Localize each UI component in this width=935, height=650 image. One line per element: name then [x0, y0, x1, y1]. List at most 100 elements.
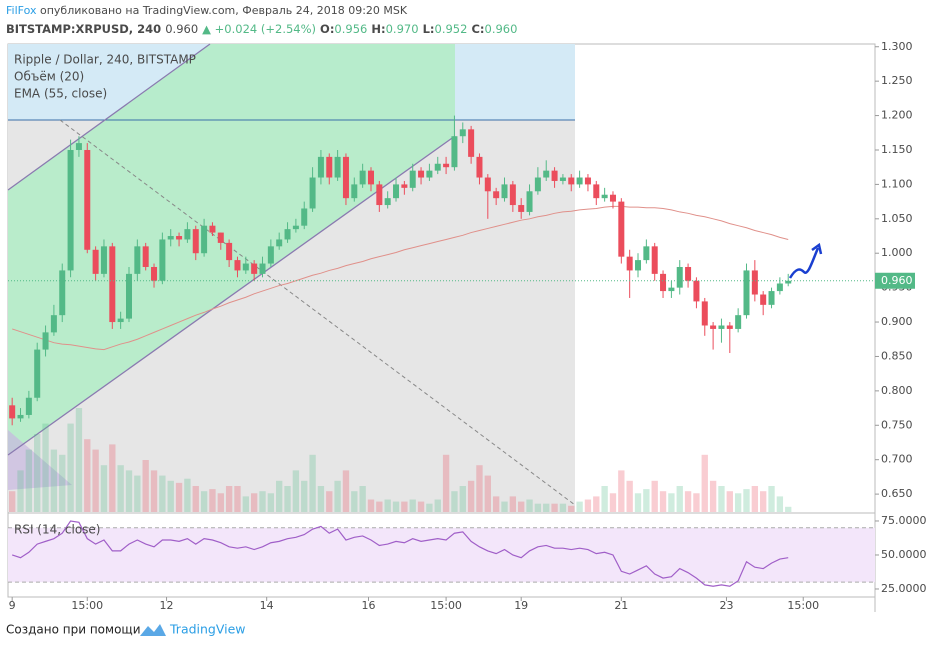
- volume-bar: [659, 491, 667, 512]
- volume-bar: [250, 493, 258, 512]
- plot: [8, 46, 879, 601]
- dashed-line: [59, 119, 576, 506]
- candle-body: [59, 270, 66, 316]
- volume-bar: [259, 491, 266, 512]
- candle-body: [693, 280, 700, 302]
- candle-body: [651, 246, 658, 274]
- volume-bar: [601, 486, 608, 512]
- volume-bar: [267, 493, 275, 512]
- volume-bar: [276, 480, 283, 512]
- candle-body: [660, 273, 667, 292]
- volume-bar: [84, 439, 91, 512]
- candle-body: [42, 332, 49, 350]
- candle-body: [134, 246, 141, 274]
- candle-body: [25, 397, 32, 415]
- volume-bar: [634, 493, 642, 512]
- candle-body: [609, 194, 616, 202]
- volume-bar: [25, 449, 33, 512]
- candle-body: [109, 246, 116, 323]
- volume-bar: [175, 482, 183, 512]
- candle-body: [9, 405, 16, 419]
- candle-body: [317, 156, 324, 178]
- volume-bar: [234, 486, 241, 512]
- volume-bar: [760, 491, 767, 512]
- y-tick-label: 0.650: [881, 487, 913, 500]
- q-value: 0.952: [435, 22, 468, 36]
- candle-body: [334, 156, 341, 178]
- y-tick-label: 1.050: [881, 212, 913, 225]
- candle-body: [710, 325, 717, 329]
- candle-body: [785, 280, 792, 284]
- candle-body: [443, 163, 450, 168]
- candle-body: [518, 205, 525, 212]
- volume-bar: [192, 486, 199, 512]
- rsi-band: [8, 527, 875, 583]
- drawn-arrowhead: [811, 242, 823, 255]
- candle-body: [426, 170, 433, 178]
- q-value: 0.956: [334, 22, 367, 36]
- volume-bar: [718, 486, 725, 512]
- rsi-tick-label: 25.0000: [881, 582, 927, 595]
- candle-body: [234, 260, 241, 271]
- volume-bar: [643, 489, 650, 512]
- candle-body: [559, 177, 566, 181]
- candle-body: [576, 177, 583, 185]
- candle-body: [226, 242, 233, 261]
- candle-body: [568, 177, 575, 185]
- volume-bar: [442, 454, 450, 512]
- candle-body: [142, 246, 149, 267]
- candle-body: [735, 315, 742, 329]
- rsi-tick-label: 50.0000: [881, 548, 927, 561]
- y-tick-label: 0.700: [881, 453, 913, 466]
- candle-body: [50, 315, 57, 333]
- legend-title: Ripple / Dollar, 240, BITSTAMP: [14, 53, 196, 67]
- candle-body: [17, 414, 24, 419]
- volume-bar: [42, 423, 49, 512]
- candle-body: [534, 177, 541, 192]
- volume-bar: [693, 493, 700, 512]
- volume-bar: [384, 499, 391, 512]
- volume-bar: [342, 470, 350, 512]
- volume-bar: [726, 491, 733, 512]
- candle-body: [326, 156, 333, 178]
- change: ▲ +0.024 (+2.54%): [202, 22, 316, 36]
- volume-bar: [67, 423, 74, 512]
- candle-body: [367, 170, 374, 185]
- volume-bar: [317, 486, 325, 512]
- volume-bar: [776, 496, 784, 512]
- volume-bar: [593, 496, 600, 512]
- y-tick-label: 1.200: [881, 109, 913, 122]
- volume-bar: [434, 499, 441, 512]
- q-value: 0.960: [485, 22, 518, 36]
- tv-logo: [140, 624, 166, 636]
- x-tick-label: 19: [514, 599, 528, 612]
- x-tick-label: 16: [361, 599, 375, 612]
- candle-body: [668, 287, 675, 292]
- candle-body: [643, 246, 650, 261]
- rsi-line: [11, 520, 789, 587]
- y-tick-label: 1.000: [881, 246, 913, 259]
- volume-bar: [150, 470, 158, 512]
- volume-bar: [584, 499, 592, 512]
- price-label: 0.960: [881, 274, 913, 287]
- volume-bar: [551, 503, 558, 512]
- zone-purple: [8, 430, 72, 490]
- candle-body: [601, 194, 608, 199]
- candle-body: [292, 225, 299, 230]
- candle-body: [743, 270, 750, 316]
- volume-bar: [292, 470, 300, 512]
- candle-body: [468, 129, 475, 157]
- volume-bar: [359, 486, 366, 512]
- x-tick-label: 12: [160, 599, 174, 612]
- legend-ema: EMA (55, close): [14, 87, 107, 101]
- q-label: L:: [423, 22, 435, 36]
- volume-bar: [159, 475, 166, 512]
- volume-bar: [376, 501, 383, 512]
- volume-bar: [559, 503, 567, 512]
- volume-bar: [609, 493, 617, 512]
- y-tick-label: 0.900: [881, 315, 913, 328]
- footer-brand[interactable]: TradingView: [169, 622, 246, 637]
- candle-body: [501, 184, 508, 199]
- candle-body: [251, 263, 258, 274]
- x-tick-label: 14: [260, 599, 274, 612]
